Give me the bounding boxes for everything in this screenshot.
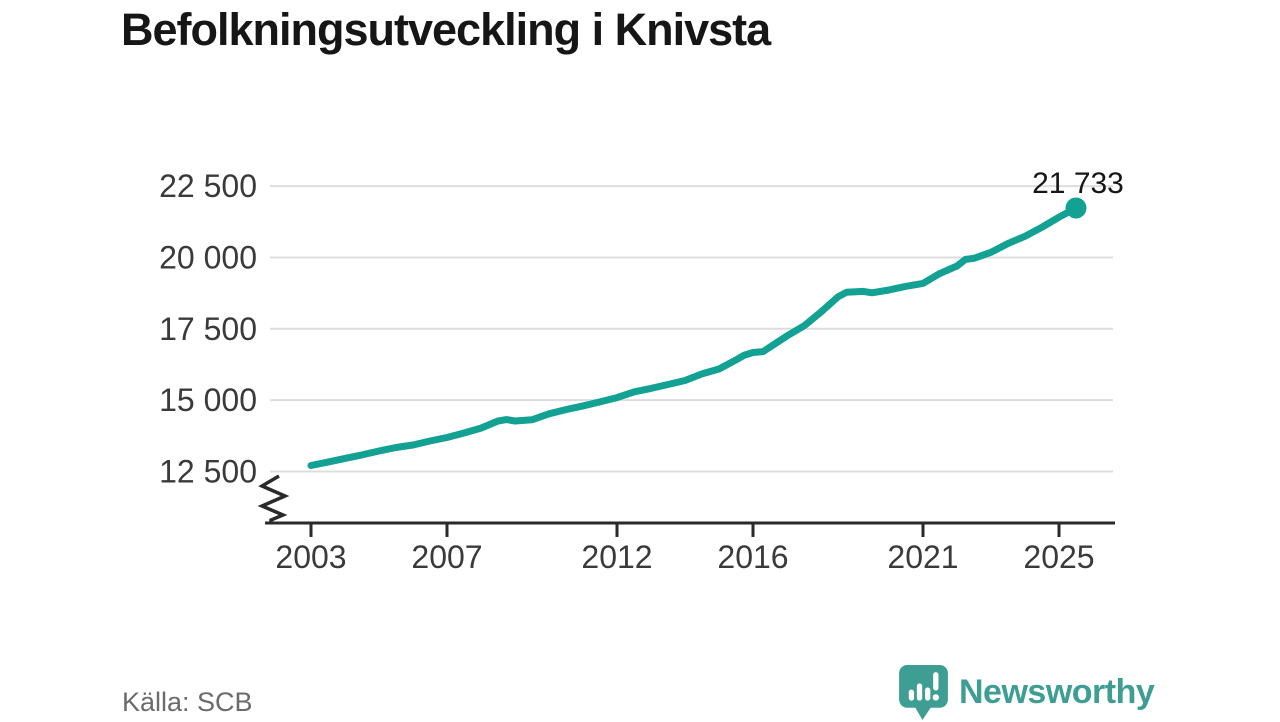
x-tick-label: 2016 bbox=[717, 539, 788, 575]
logo-bubble-shape bbox=[899, 665, 948, 720]
y-tick-label: 15 000 bbox=[159, 382, 257, 418]
population-series-line bbox=[307, 204, 1080, 469]
x-tick-label: 2007 bbox=[411, 539, 482, 575]
source-label: Källa: SCB bbox=[122, 687, 253, 717]
x-tick-label: 2012 bbox=[581, 539, 652, 575]
end-point-dot bbox=[1065, 197, 1087, 219]
x-tick-label: 2025 bbox=[1023, 539, 1094, 575]
x-tick-label: 2021 bbox=[887, 539, 958, 575]
newsworthy-logo-icon bbox=[899, 665, 948, 720]
logo-bars-glyph bbox=[908, 672, 939, 701]
y-tick-label: 20 000 bbox=[159, 239, 257, 275]
y-tick-label: 22 500 bbox=[159, 168, 257, 204]
newsworthy-logo: Newsworthy bbox=[897, 663, 1155, 722]
x-tick-label: 2003 bbox=[275, 539, 346, 575]
y-tick-label: 17 500 bbox=[159, 311, 257, 347]
axis-break-icon bbox=[257, 474, 290, 522]
chart-title: Befolkningsutveckling i Knivsta bbox=[121, 4, 771, 55]
end-value-label: 21 733 bbox=[1032, 167, 1124, 200]
y-tick-label: 12 500 bbox=[159, 454, 257, 490]
newsworthy-wordmark: Newsworthy bbox=[959, 673, 1155, 711]
